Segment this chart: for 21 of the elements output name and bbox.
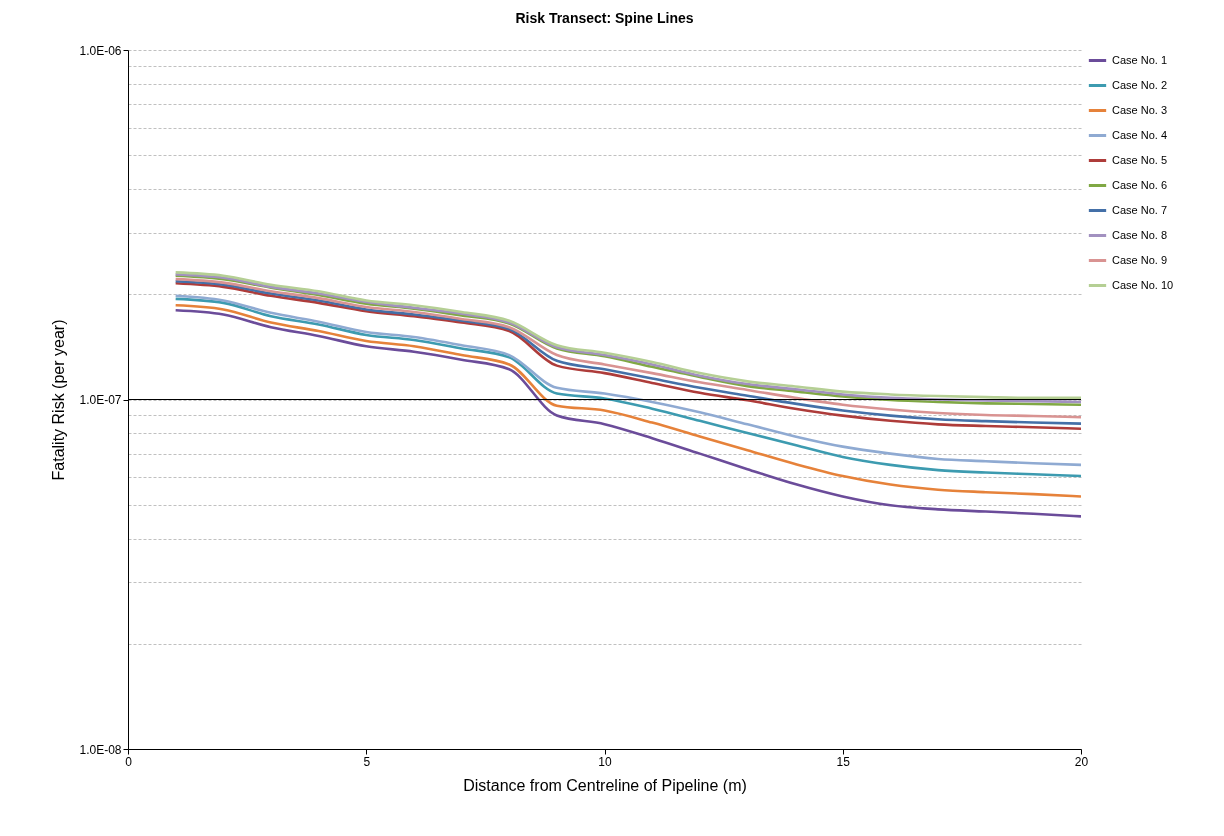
x-tick-label: 10 xyxy=(598,754,612,769)
legend-label: Case No. 7 xyxy=(1112,203,1168,216)
legend-label: Case No. 4 xyxy=(1112,128,1168,141)
x-tick-label: 0 xyxy=(125,754,133,769)
y-tick-label: 1.0E-08 xyxy=(79,742,122,757)
y-tick-label: 1.0E-06 xyxy=(79,43,122,58)
chart-title: Risk Transect: Spine Lines xyxy=(515,10,694,26)
legend-label: Case No. 6 xyxy=(1112,178,1168,191)
y-axis-title: Fatality Risk (per year) xyxy=(50,319,68,481)
legend-label: Case No. 10 xyxy=(1112,278,1174,291)
x-tick-label: 20 xyxy=(1074,754,1089,769)
legend-label: Case No. 8 xyxy=(1112,228,1168,241)
x-tick-label: 5 xyxy=(363,754,371,769)
legend-label: Case No. 9 xyxy=(1112,253,1168,266)
legend-label: Case No. 2 xyxy=(1112,78,1168,91)
x-tick-label: 15 xyxy=(836,754,851,769)
x-axis-title: Distance from Centreline of Pipeline (m) xyxy=(463,776,747,794)
legend-label: Case No. 1 xyxy=(1112,53,1168,66)
legend-label: Case No. 3 xyxy=(1112,103,1168,116)
legend-label: Case No. 5 xyxy=(1112,153,1168,166)
y-tick-label: 1.0E-07 xyxy=(79,393,122,407)
